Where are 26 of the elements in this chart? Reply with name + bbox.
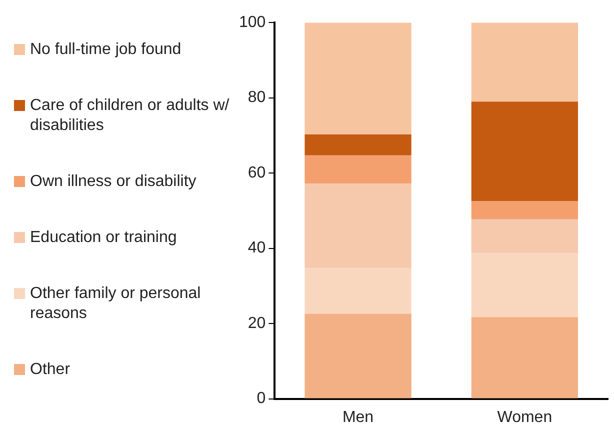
y-tick-label: 100 [238,14,266,32]
legend-label: No full-time job found [30,40,182,60]
legend-label: Care of children or adults w/ disabilities [30,96,230,136]
y-tick-label: 20 [248,314,266,332]
bar [471,253,578,318]
bar [304,22,412,134]
bar [304,155,412,184]
legend-label: Education or training [30,228,177,248]
y-tick-label: 80 [248,89,266,106]
bar [304,268,412,314]
x-tick-label: Women [497,408,552,426]
x-tick-label: Men [342,408,374,426]
legend-label: Own illness or disability [30,172,196,192]
y-tick-label: 0 [256,390,266,408]
y-tick-label: 60 [248,164,266,182]
legend-label: Other family or personal reasons [30,284,202,324]
bar [304,314,412,398]
bar [471,219,578,254]
bar [471,201,578,220]
bar [471,317,578,398]
bar [471,102,578,202]
bar [304,184,412,268]
bar [471,22,578,102]
legend-label: Other [30,360,70,380]
y-tick-label: 40 [248,240,266,257]
bar [304,134,412,156]
